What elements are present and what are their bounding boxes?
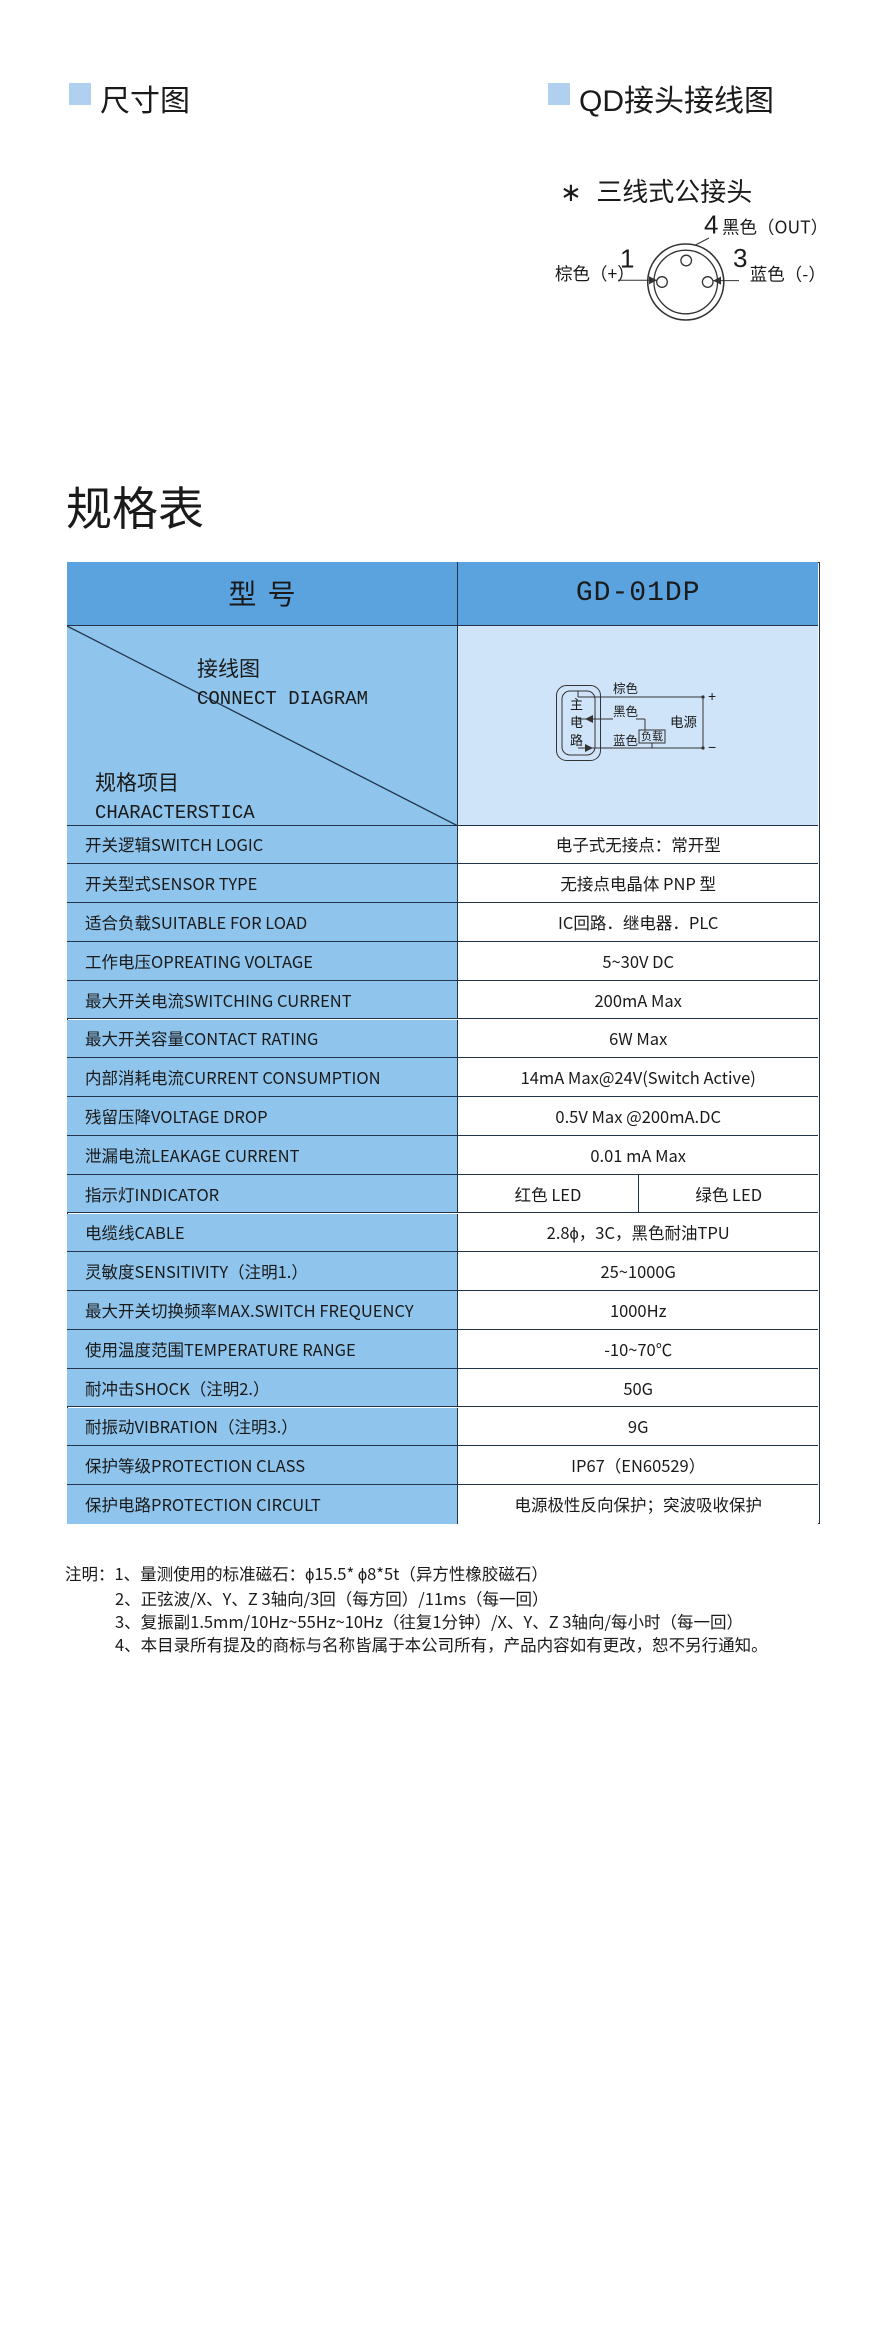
svg-text:蓝色: 蓝色 (613, 730, 639, 749)
svg-text:路: 路 (570, 730, 583, 749)
svg-text:+: + (708, 688, 716, 704)
svg-text:负载: 负载 (641, 728, 663, 744)
svg-text:棕色: 棕色 (613, 678, 639, 697)
svg-text:−: − (708, 739, 716, 755)
svg-text:电: 电 (570, 712, 583, 731)
svg-text:黑色: 黑色 (613, 701, 639, 720)
svg-text:电源: 电源 (670, 711, 698, 731)
